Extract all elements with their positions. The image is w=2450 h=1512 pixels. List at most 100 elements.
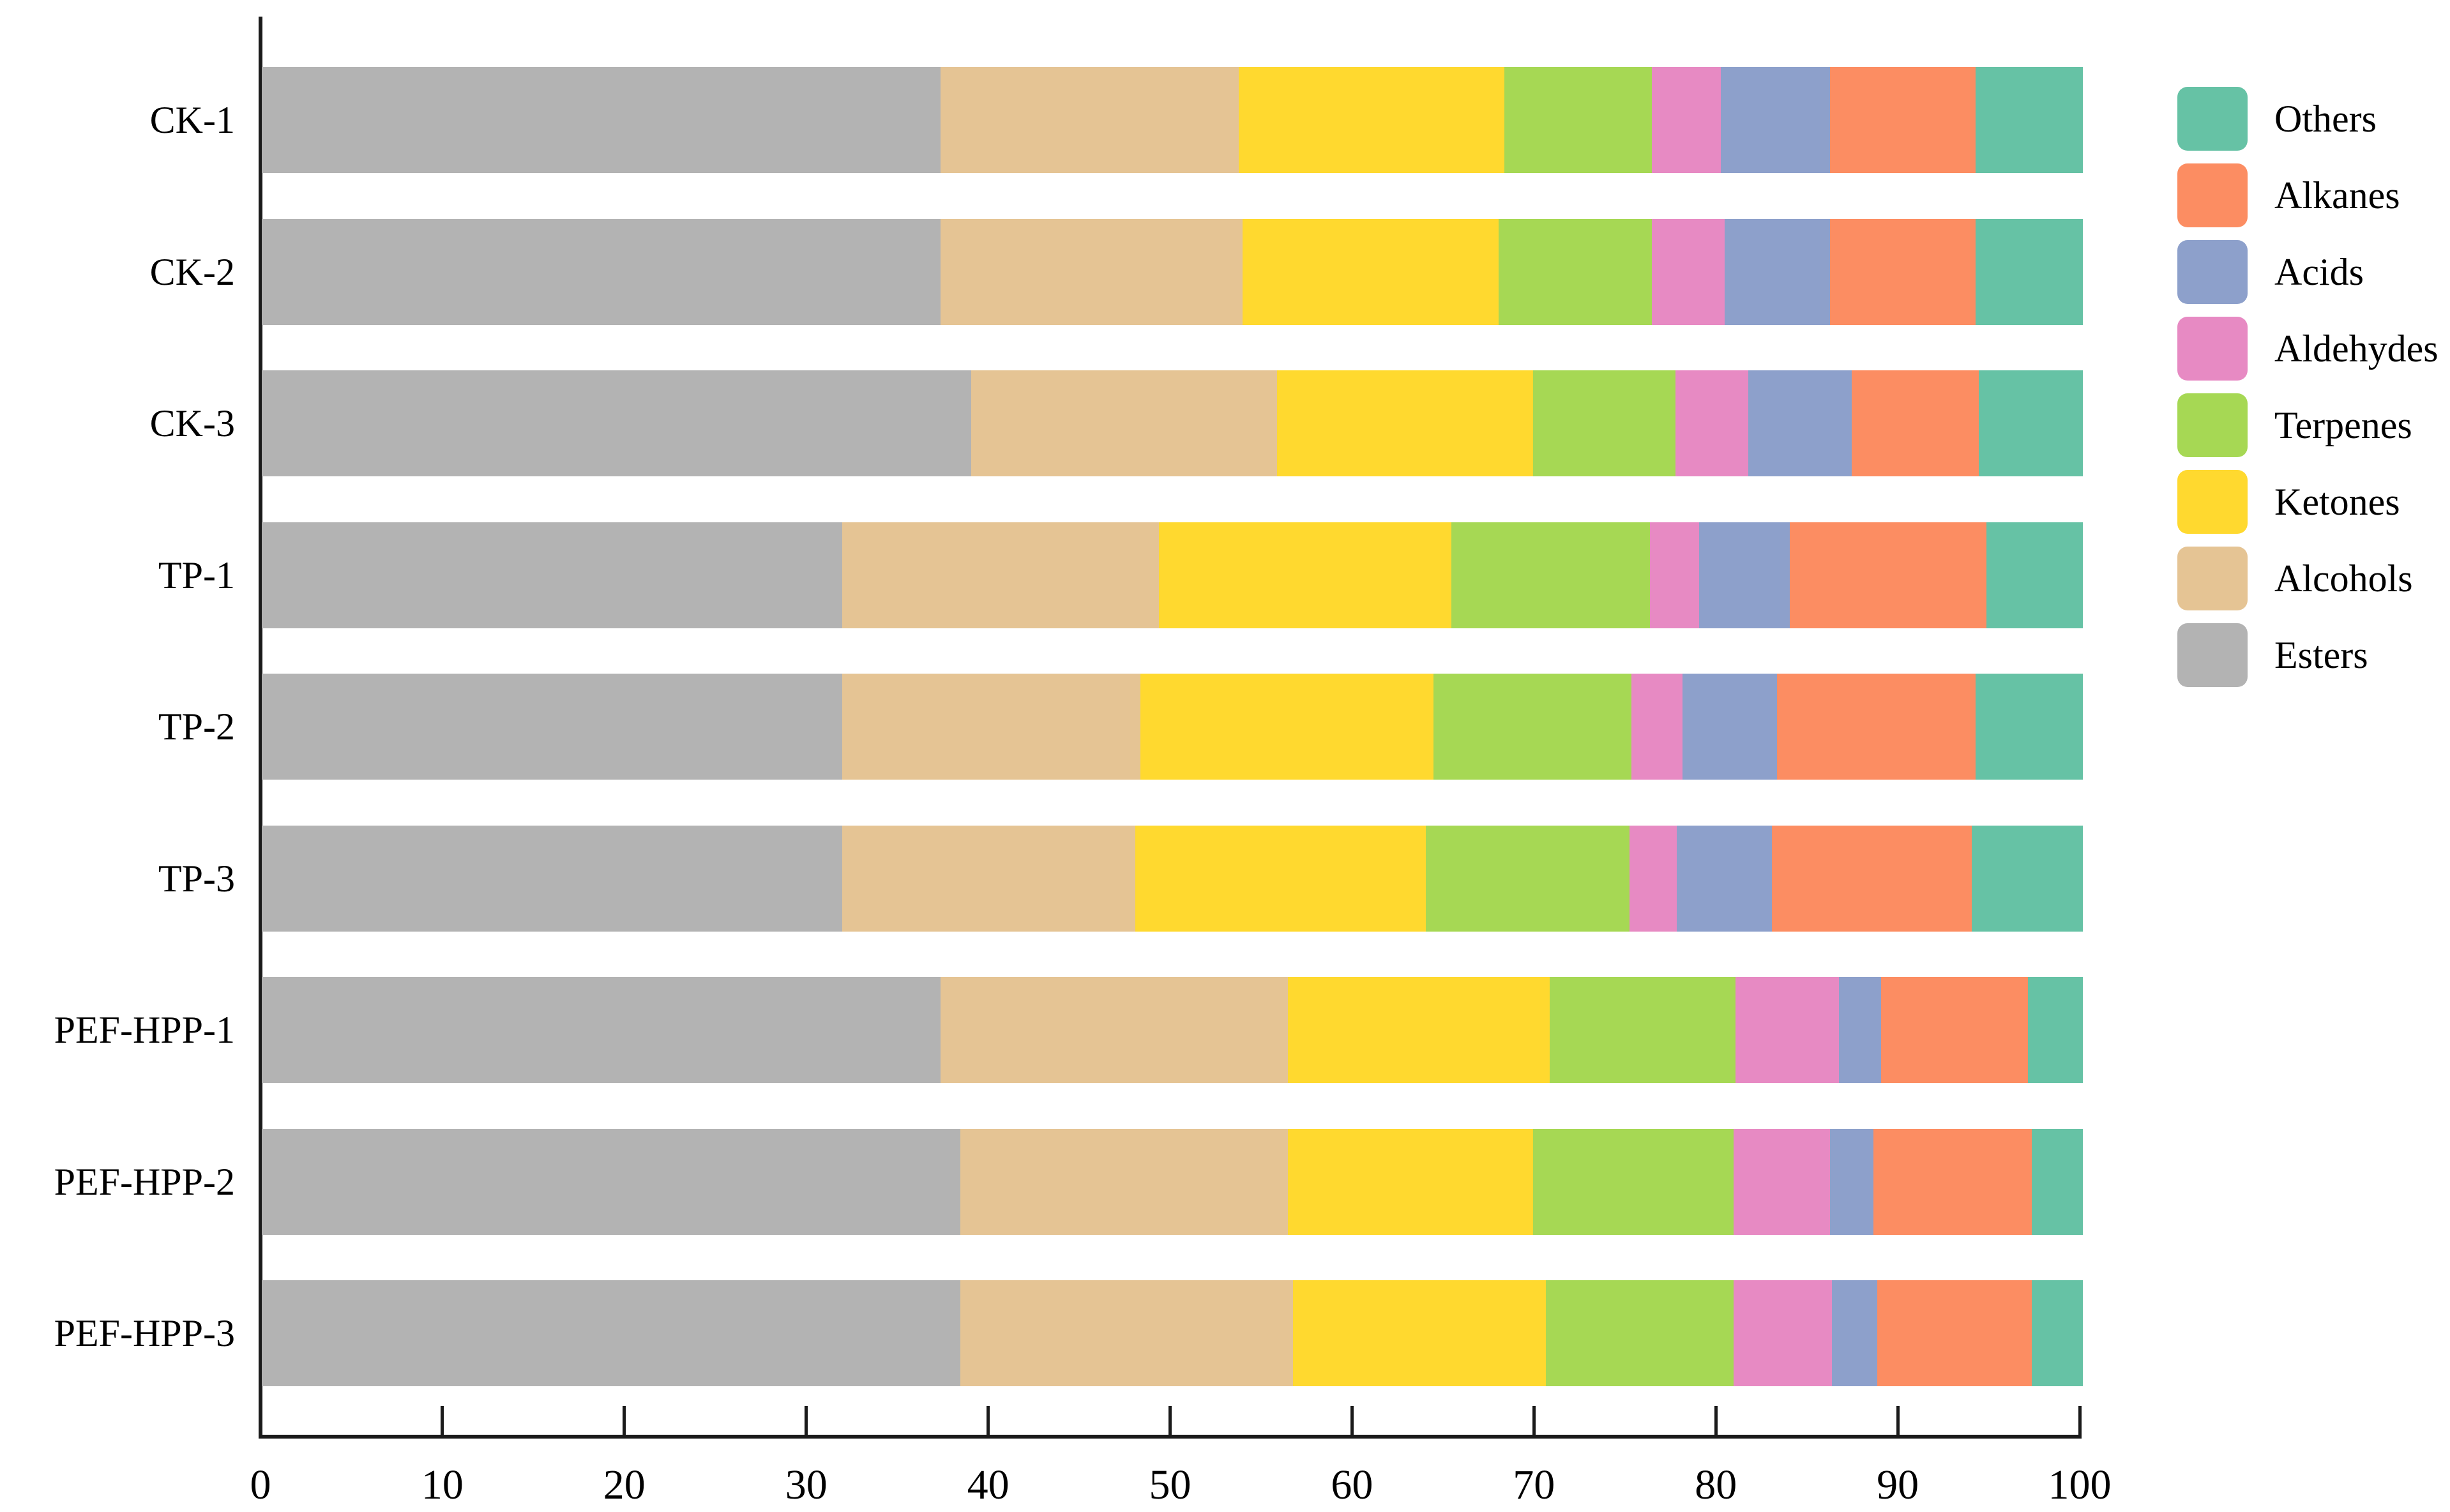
segment-CK-3-Esters bbox=[262, 370, 972, 476]
x-tick-label-70: 70 bbox=[1513, 1462, 1555, 1508]
segment-TP-1-Esters bbox=[262, 522, 842, 628]
segment-PEF-HPP-3-Esters bbox=[262, 1280, 961, 1386]
legend-swatch-Acids bbox=[2177, 240, 2248, 304]
x-tick-100 bbox=[2078, 1406, 2082, 1435]
segment-TP-3-Acids bbox=[1677, 825, 1772, 932]
legend-swatch-Aldehydes bbox=[2177, 317, 2248, 381]
segment-CK-2-Alkanes bbox=[1829, 218, 1976, 325]
segment-PEF-HPP-1-Esters bbox=[262, 977, 941, 1083]
x-tick-40 bbox=[987, 1406, 990, 1435]
segment-TP-1-Alcohols bbox=[842, 522, 1159, 628]
segment-TP-2-Acids bbox=[1682, 674, 1778, 780]
segment-PEF-HPP-2-Esters bbox=[262, 1128, 961, 1235]
segment-PEF-HPP-2-Aldehydes bbox=[1733, 1128, 1830, 1235]
segment-PEF-HPP-1-Alcohols bbox=[940, 977, 1288, 1083]
segment-TP-2-Others bbox=[1975, 674, 2083, 780]
x-axis-line bbox=[259, 1435, 2082, 1439]
segment-CK-1-Aldehydes bbox=[1651, 67, 1721, 173]
x-tick-90 bbox=[1896, 1406, 1900, 1435]
bar-TP-3 bbox=[262, 825, 2083, 932]
x-tick-label-20: 20 bbox=[603, 1462, 646, 1508]
segment-TP-2-Esters bbox=[262, 674, 842, 780]
legend-label-Others: Others bbox=[2274, 98, 2377, 140]
segment-TP-1-Others bbox=[1986, 522, 2083, 628]
legend-swatch-Terpenes bbox=[2177, 393, 2248, 457]
x-tick-label-100: 100 bbox=[2048, 1462, 2112, 1508]
segment-CK-3-Terpenes bbox=[1533, 370, 1675, 476]
legend-label-Esters: Esters bbox=[2274, 634, 2368, 676]
segment-CK-1-Ketones bbox=[1238, 67, 1504, 173]
segment-CK-3-Acids bbox=[1748, 370, 1852, 476]
segment-PEF-HPP-1-Acids bbox=[1839, 977, 1881, 1083]
bar-TP-1 bbox=[262, 522, 2083, 628]
segment-PEF-HPP-2-Ketones bbox=[1287, 1128, 1534, 1235]
x-tick-50 bbox=[1168, 1406, 1172, 1435]
segment-PEF-HPP-3-Acids bbox=[1831, 1280, 1877, 1386]
bar-PEF-HPP-1 bbox=[262, 977, 2083, 1083]
legend-label-Alcohols: Alcohols bbox=[2274, 557, 2413, 600]
legend-label-Acids: Acids bbox=[2274, 251, 2364, 293]
segment-CK-1-Esters bbox=[262, 67, 941, 173]
legend-swatch-Esters bbox=[2177, 623, 2248, 687]
x-tick-30 bbox=[805, 1406, 808, 1435]
segment-CK-1-Terpenes bbox=[1504, 67, 1652, 173]
segment-TP-3-Ketones bbox=[1135, 825, 1426, 932]
legend-swatch-Alcohols bbox=[2177, 547, 2248, 610]
bar-CK-3 bbox=[262, 370, 2083, 476]
bar-PEF-HPP-2 bbox=[262, 1128, 2083, 1235]
segment-CK-1-Others bbox=[1975, 67, 2083, 173]
segment-CK-2-Aldehydes bbox=[1651, 218, 1725, 325]
x-tick-label-50: 50 bbox=[1149, 1462, 1191, 1508]
bar-PEF-HPP-3 bbox=[262, 1280, 2083, 1386]
segment-TP-1-Terpenes bbox=[1451, 522, 1650, 628]
legend-label-Alkanes: Alkanes bbox=[2274, 174, 2400, 216]
segment-PEF-HPP-1-Alkanes bbox=[1880, 977, 2029, 1083]
x-tick-label-0: 0 bbox=[250, 1462, 271, 1508]
segment-PEF-HPP-2-Terpenes bbox=[1533, 1128, 1734, 1235]
row-label-PEF-HPP-3: PEF-HPP-3 bbox=[54, 1312, 235, 1354]
segment-CK-2-Acids bbox=[1724, 218, 1830, 325]
segment-PEF-HPP-3-Aldehydes bbox=[1733, 1280, 1832, 1386]
segment-PEF-HPP-2-Alcohols bbox=[960, 1128, 1288, 1235]
row-label-CK-3: CK-3 bbox=[149, 402, 235, 444]
x-tick-20 bbox=[623, 1406, 626, 1435]
segment-TP-3-Others bbox=[1972, 825, 2083, 932]
bar-CK-1 bbox=[262, 67, 2083, 173]
segment-TP-1-Acids bbox=[1698, 522, 1790, 628]
segment-CK-2-Alcohols bbox=[940, 218, 1243, 325]
segment-CK-3-Aldehydes bbox=[1675, 370, 1748, 476]
segment-CK-2-Terpenes bbox=[1499, 218, 1652, 325]
x-tick-label-60: 60 bbox=[1331, 1462, 1373, 1508]
segment-PEF-HPP-3-Others bbox=[2032, 1280, 2083, 1386]
legend-swatch-Ketones bbox=[2177, 470, 2248, 534]
segment-TP-1-Aldehydes bbox=[1649, 522, 1699, 628]
x-tick-60 bbox=[1350, 1406, 1354, 1435]
legend-swatch-Others bbox=[2177, 87, 2248, 151]
x-tick-80 bbox=[1714, 1406, 1718, 1435]
segment-PEF-HPP-3-Alkanes bbox=[1877, 1280, 2032, 1386]
x-tick-0 bbox=[259, 1406, 262, 1435]
segment-TP-2-Aldehydes bbox=[1631, 674, 1683, 780]
segment-TP-2-Alcohols bbox=[842, 674, 1141, 780]
x-tick-label-10: 10 bbox=[421, 1462, 464, 1508]
row-label-TP-1: TP-1 bbox=[158, 554, 235, 596]
legend-label-Ketones: Ketones bbox=[2274, 481, 2400, 523]
segment-PEF-HPP-1-Others bbox=[2028, 977, 2083, 1083]
segment-PEF-HPP-2-Others bbox=[2032, 1128, 2083, 1235]
segment-TP-3-Aldehydes bbox=[1630, 825, 1677, 932]
row-label-CK-1: CK-1 bbox=[149, 99, 235, 141]
segment-TP-3-Esters bbox=[262, 825, 842, 932]
segment-PEF-HPP-3-Ketones bbox=[1293, 1280, 1546, 1386]
x-tick-70 bbox=[1532, 1406, 1536, 1435]
segment-TP-1-Alkanes bbox=[1790, 522, 1986, 628]
x-tick-label-30: 30 bbox=[785, 1462, 828, 1508]
segment-CK-3-Others bbox=[1979, 370, 2083, 476]
segment-PEF-HPP-3-Terpenes bbox=[1546, 1280, 1734, 1386]
x-tick-label-90: 90 bbox=[1877, 1462, 1919, 1508]
bar-CK-2 bbox=[262, 218, 2083, 325]
segment-CK-2-Ketones bbox=[1242, 218, 1499, 325]
row-label-CK-2: CK-2 bbox=[149, 250, 235, 293]
legend-label-Aldehydes: Aldehydes bbox=[2274, 328, 2439, 370]
segment-TP-2-Alkanes bbox=[1777, 674, 1976, 780]
